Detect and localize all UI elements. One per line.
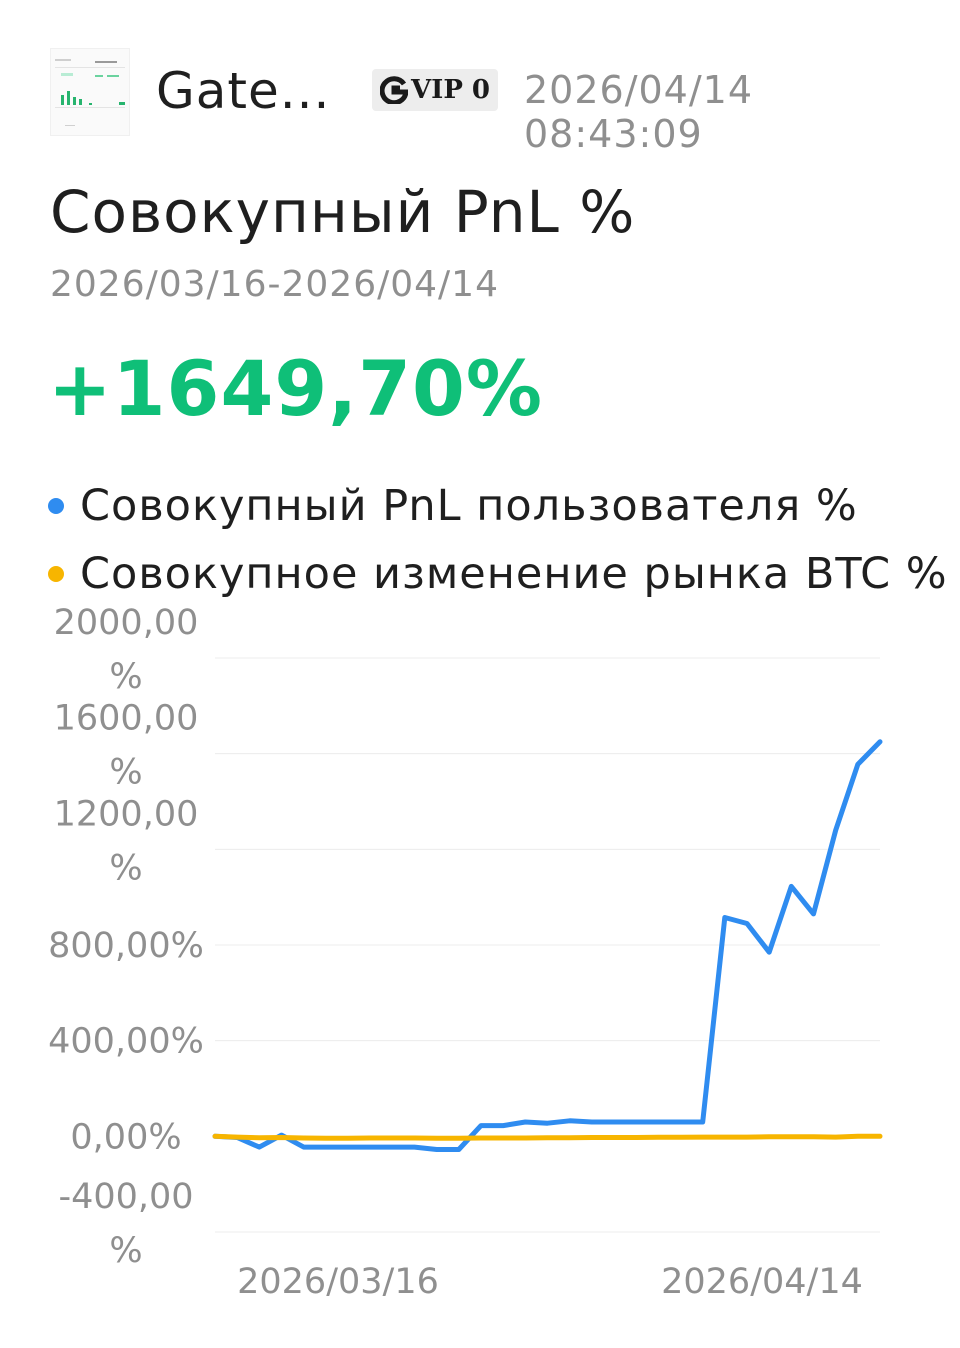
avatar[interactable] <box>50 48 130 136</box>
timestamp: 2026/04/14 08:43:09 <box>524 68 754 156</box>
legend-dot-user-pnl <box>48 498 64 514</box>
x-tick-label: 2026/04/14 <box>661 1262 863 1302</box>
chart-thumbnail-icon <box>55 59 125 126</box>
y-tick-label: % <box>109 848 142 888</box>
legend-dot-btc-change <box>48 566 64 582</box>
pnl-value: +1649,70% <box>48 344 543 433</box>
y-tick-label: 2000,00 <box>54 603 199 643</box>
y-tick-label: 400,00% <box>48 1022 204 1062</box>
header: Gate... VIP 0 2026/04/14 08:43:09 <box>50 44 930 156</box>
y-tick-label: -400,00 <box>58 1177 193 1217</box>
page-title: Совокупный PnL % <box>50 178 636 246</box>
user-name[interactable]: Gate... <box>156 62 331 120</box>
y-tick-label: 0,00% <box>70 1117 181 1157</box>
chart-legend: Совокупный PnL пользователя % Совокупное… <box>48 472 948 608</box>
legend-label-btc-change: Совокупное изменение рынка BTC % <box>80 549 948 599</box>
gate-logo-icon <box>379 76 408 104</box>
series-line-btc-change <box>212 1133 883 1141</box>
series-line-user-pnl <box>212 739 883 1152</box>
y-tick-label: % <box>109 657 142 697</box>
legend-item-btc-change[interactable]: Совокупное изменение рынка BTC % <box>48 540 948 608</box>
legend-item-user-pnl[interactable]: Совокупный PnL пользователя % <box>48 472 948 540</box>
x-tick-label: 2026/03/16 <box>237 1262 439 1302</box>
y-tick-label: 1200,00 <box>54 794 199 834</box>
y-tick-label: % <box>109 753 142 793</box>
vip-badge: VIP 0 <box>372 69 498 111</box>
legend-label-user-pnl: Совокупный PnL пользователя % <box>80 481 858 531</box>
y-tick-label: 1600,00 <box>54 699 199 739</box>
pnl-line-chart[interactable]: 2000,00%1600,00%1200,00%800,00%400,00%0,… <box>0 600 960 1320</box>
y-tick-label: 800,00% <box>48 926 204 966</box>
y-tick-label: % <box>109 1231 142 1271</box>
date-range: 2026/03/16-2026/04/14 <box>50 264 499 305</box>
vip-level: VIP 0 <box>410 75 491 105</box>
